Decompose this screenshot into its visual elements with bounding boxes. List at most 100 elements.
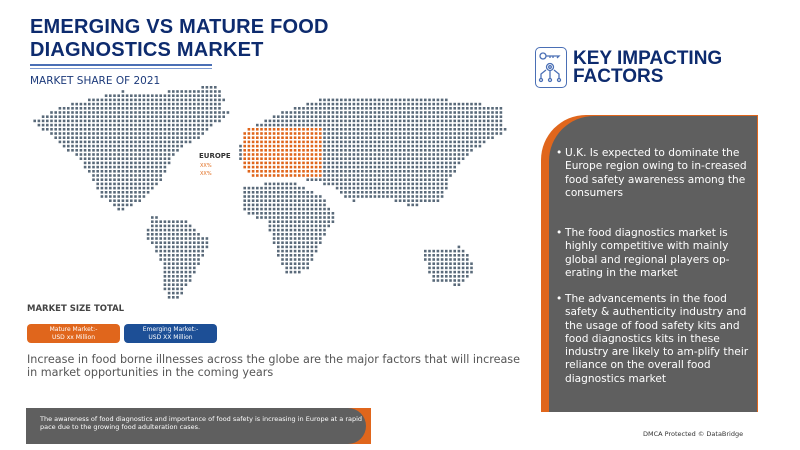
map-dot	[407, 140, 410, 144]
map-dot	[457, 140, 461, 144]
map-dot	[117, 195, 120, 198]
map-dot	[163, 128, 167, 131]
map-dot	[88, 165, 91, 169]
map-dot	[445, 132, 448, 135]
map-dot	[314, 119, 318, 123]
europe-map-dot	[293, 161, 297, 165]
europe-map-dot	[319, 149, 322, 152]
map-dot	[260, 212, 263, 215]
map-dot	[167, 136, 171, 139]
map-dot	[188, 224, 192, 228]
map-dot	[75, 102, 78, 106]
map-dot	[138, 94, 141, 97]
map-dot	[83, 136, 87, 139]
map-dot	[163, 241, 167, 244]
map-dot	[130, 182, 133, 186]
map-dot	[386, 170, 389, 173]
map-dot	[113, 128, 116, 131]
map-dot	[214, 90, 217, 93]
europe-map-dot	[260, 128, 263, 131]
map-dot	[264, 186, 267, 190]
europe-map-dot	[285, 140, 288, 144]
map-dot	[327, 98, 330, 102]
map-dot	[96, 136, 99, 139]
map-dot	[96, 170, 99, 173]
map-dot	[142, 123, 146, 127]
map-dot	[113, 111, 116, 114]
map-dot	[104, 98, 108, 102]
map-dot	[340, 136, 343, 139]
map-dot	[306, 237, 309, 240]
europe-map-dot	[298, 132, 301, 135]
map-dot	[96, 165, 99, 169]
europe-map-dot	[251, 136, 255, 139]
europe-map-dot	[260, 144, 263, 148]
map-dot	[285, 203, 288, 207]
map-dot	[453, 254, 456, 257]
map-dot	[54, 111, 57, 114]
map-dot	[197, 115, 200, 118]
factor-text: U.K. Is expected to dominate the Europe …	[565, 147, 747, 199]
map-dot	[428, 149, 431, 152]
map-dot	[398, 140, 402, 144]
map-dot	[251, 199, 255, 202]
map-dot	[155, 123, 158, 127]
map-dot	[344, 115, 347, 118]
map-dot	[365, 132, 368, 135]
map-dot	[268, 123, 272, 127]
map-dot	[277, 241, 280, 244]
map-dot	[146, 165, 150, 169]
map-dot	[390, 195, 393, 198]
map-dot	[453, 266, 456, 270]
map-dot	[289, 212, 293, 215]
map-dot	[41, 119, 45, 123]
europe-map-dot	[247, 136, 251, 139]
map-dot	[100, 98, 104, 102]
map-dot	[306, 115, 309, 118]
map-dot	[428, 266, 431, 270]
map-dot	[79, 119, 83, 123]
map-dot	[449, 149, 452, 152]
map-dot	[167, 107, 171, 110]
map-dot	[340, 123, 343, 127]
map-dot	[62, 107, 66, 110]
map-dot	[436, 249, 440, 253]
map-dot	[142, 195, 146, 198]
map-dot	[394, 149, 398, 152]
map-dot	[466, 140, 469, 144]
map-dot	[403, 119, 406, 123]
map-dot	[428, 254, 431, 257]
map-dot	[398, 182, 402, 186]
map-dot	[306, 228, 309, 232]
map-dot	[83, 115, 87, 118]
map-dot	[298, 237, 301, 240]
map-dot	[163, 220, 167, 223]
map-dot	[285, 258, 288, 261]
map-dot	[470, 144, 473, 148]
map-dot	[491, 136, 494, 139]
map-dot	[302, 254, 305, 257]
map-dot	[289, 241, 293, 244]
map-dot	[432, 279, 435, 282]
map-dot	[340, 186, 343, 190]
map-dot	[184, 241, 188, 244]
map-dot	[356, 115, 360, 118]
map-dot	[142, 102, 146, 106]
europe-map-dot	[277, 140, 280, 144]
map-dot	[491, 123, 494, 127]
europe-map-dot	[302, 149, 305, 152]
map-dot	[142, 107, 146, 110]
map-dot	[302, 195, 305, 198]
map-dot	[436, 136, 440, 139]
europe-map-dot	[277, 144, 280, 148]
europe-map-dot	[285, 170, 288, 173]
map-dot	[50, 123, 53, 127]
map-dot	[138, 98, 141, 102]
map-dot	[256, 203, 259, 207]
map-dot	[407, 132, 410, 135]
europe-map-dot	[272, 157, 276, 160]
map-dot	[440, 254, 444, 257]
map-dot	[432, 144, 435, 148]
map-dot	[411, 199, 414, 202]
map-dot	[201, 111, 204, 114]
